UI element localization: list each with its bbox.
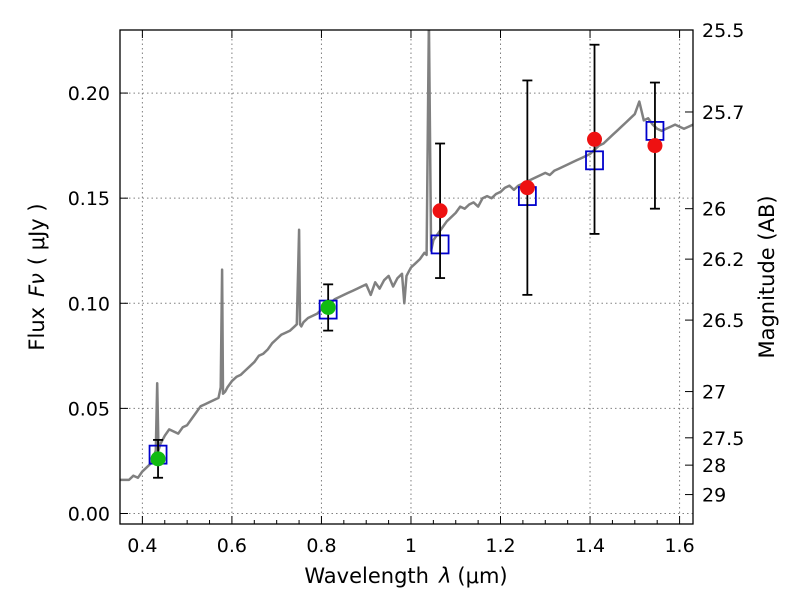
- y-axis-label: FluxFν( μJy ): [25, 203, 49, 350]
- observed-flux-point: [647, 138, 663, 154]
- right-tick-label: 26.5: [702, 310, 744, 332]
- x-axis-label: Wavelength λ (μm): [304, 564, 507, 588]
- grid: [120, 30, 693, 524]
- y-tick-label: 0.10: [68, 293, 110, 315]
- spectrum-line: [120, 30, 693, 482]
- right-tick-label: 27.5: [702, 428, 744, 450]
- observed-flux-point: [519, 180, 535, 196]
- y-tick-label: 0.00: [68, 503, 110, 525]
- right-tick-label: 25.7: [702, 102, 744, 124]
- right-tick-label: 27: [702, 382, 726, 404]
- right-tick-label: 29: [702, 485, 726, 507]
- observed-flux-point: [320, 299, 336, 315]
- x-tick-label: 1.2: [485, 535, 515, 557]
- y-tick-label: 0.05: [68, 398, 110, 420]
- plot-area: [120, 30, 693, 482]
- y-tick-label: 0.15: [68, 188, 110, 210]
- axes: 0.4 0.6 0.8 1 1.2 1.4 1.6 0.00 0.05 0.10 0.15 0.20 2…: [68, 20, 745, 557]
- x-tick-label: 0.8: [306, 535, 336, 557]
- x-tick-label: 1: [405, 535, 417, 557]
- right-tick-label: 26: [702, 199, 726, 221]
- right-tick-label: 26.2: [702, 249, 744, 271]
- observed-flux-point: [432, 203, 448, 219]
- right-tick-label: 28: [702, 455, 726, 477]
- x-tick-label: 1.6: [664, 535, 694, 557]
- right-tick-label: 25.5: [702, 20, 744, 42]
- x-tick-label: 0.6: [217, 535, 247, 557]
- y-tick-label: 0.20: [68, 83, 110, 105]
- plot-frame: [119, 29, 694, 525]
- x-tick-label: 0.4: [127, 535, 157, 557]
- x-tick-label: 1.4: [575, 535, 605, 557]
- observed-flux-point: [150, 451, 166, 467]
- right-axis-label: Magnitude (AB): [755, 195, 779, 358]
- observed-flux-point: [587, 131, 603, 147]
